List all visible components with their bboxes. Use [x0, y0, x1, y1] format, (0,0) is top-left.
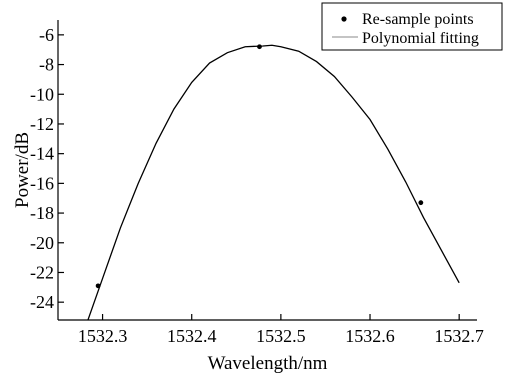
y-tick-label: -22	[30, 262, 54, 282]
re-sample-point	[418, 200, 424, 206]
y-tick-label: -12	[30, 114, 54, 134]
x-tick-label: 1532.3	[78, 326, 128, 346]
x-tick-label: 1532.5	[256, 326, 306, 346]
x-tick-label: 1532.6	[345, 326, 395, 346]
polynomial-fitting-line	[87, 44, 460, 320]
y-tick-label: -24	[30, 292, 54, 312]
y-tick-label: -10	[30, 84, 54, 104]
legend: Re-sample points Polynomial fitting	[321, 2, 503, 51]
x-ticks: 1532.3 1532.4 1532.5 1532.6 1532.7	[78, 314, 484, 346]
y-tick-label: -18	[30, 203, 54, 223]
y-tick-label: -14	[30, 144, 54, 164]
y-tick-label: -8	[39, 55, 54, 75]
y-tick-label: -16	[30, 173, 54, 193]
re-sample-point	[257, 44, 262, 50]
re-sample-point	[95, 283, 101, 289]
y-ticks: -24 -22 -20 -18 -16 -14 -12 -10 -8 -6	[30, 25, 64, 312]
legend-label-re-sample-points: Re-sample points	[362, 11, 474, 28]
y-axis-title: Power/dB	[12, 132, 33, 208]
x-tick-label: 1532.4	[167, 326, 217, 346]
x-tick-label: 1532.7	[434, 326, 484, 346]
y-tick-label: -6	[39, 25, 54, 45]
y-tick-label: -20	[30, 233, 54, 253]
x-axis-title: Wavelength/nm	[208, 353, 328, 374]
plot-area: 1532.3 1532.4 1532.5 1532.6 1532.7 -24 -22 -20…	[30, 20, 484, 346]
legend-box	[321, 2, 503, 51]
legend-label-polynomial-fitting: Polynomial fitting	[362, 30, 479, 47]
legend-marker-re-sample-points	[341, 16, 347, 22]
series-layer	[87, 44, 460, 320]
